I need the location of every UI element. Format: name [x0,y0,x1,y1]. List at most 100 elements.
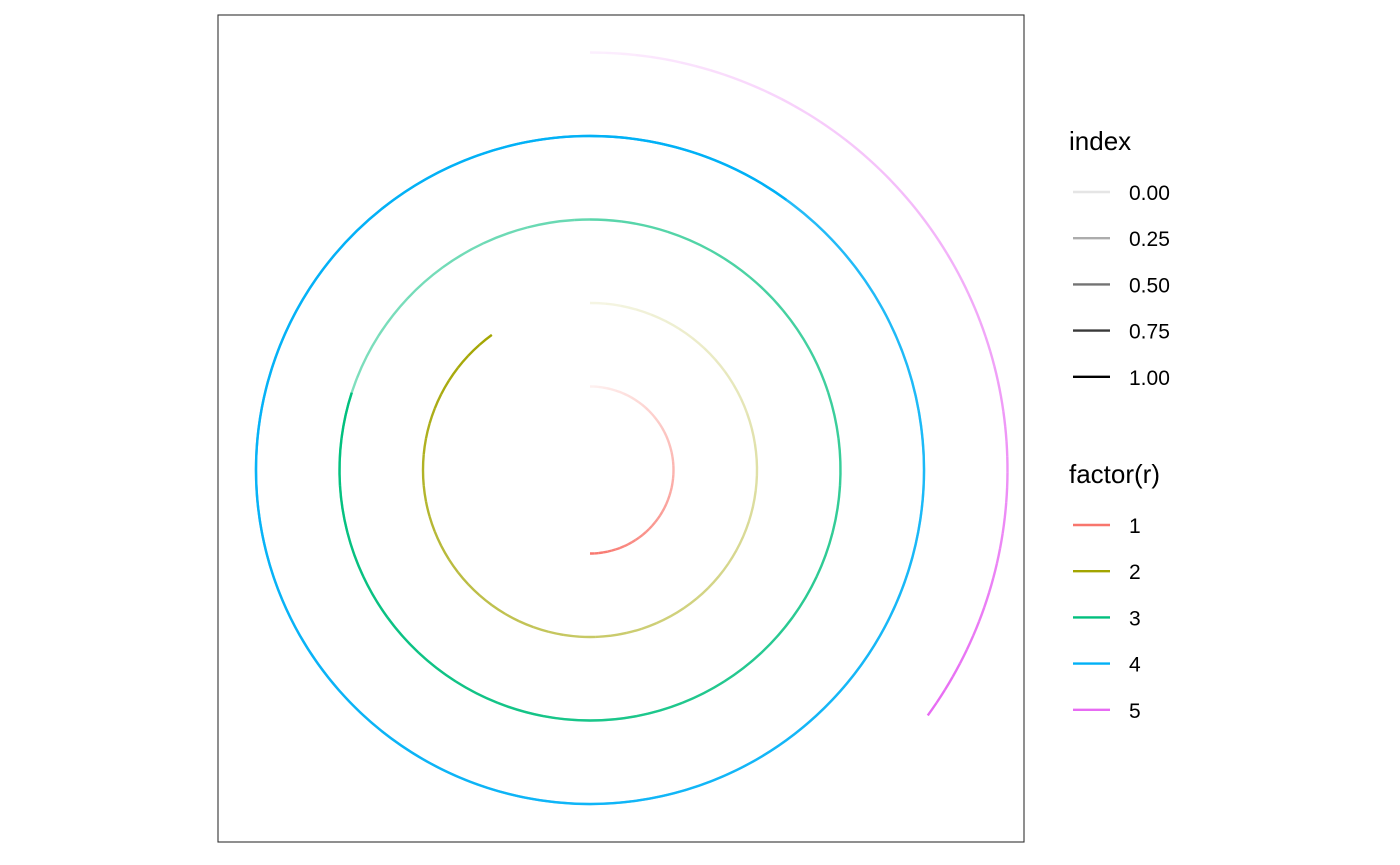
arc-5-segment [724,73,741,82]
arc-3-segment [681,680,725,705]
arc-2-segment [727,549,738,565]
arc-5-segment [890,180,903,194]
arc-4-segment [886,518,922,623]
arc-4-segment [815,223,884,310]
arc-series-4 [254,134,926,806]
arc-5-segment [868,158,882,172]
arc-5-segment [1004,426,1008,442]
arc-3-segment [791,576,818,618]
arc-5-segment [794,105,809,116]
arc-2-segment [754,475,759,492]
arc-2-segment [518,620,534,629]
arc-3-segment [815,532,834,578]
arc-1-segment [665,499,670,505]
arc-3-segment [782,309,811,350]
arc-4-segment [822,621,889,710]
arc-1-segment [651,521,656,527]
arc-1-segment [631,396,637,401]
arc-1-segment [663,431,668,437]
arc-1-segment [653,416,659,422]
arc-3-segment [621,220,668,233]
arc-2-segment [478,594,493,607]
arc-5-segment [820,121,835,132]
arc-1-segment [665,435,670,441]
arc-5-segment [920,215,932,229]
arc-5-segment [958,649,968,664]
arc-3-segment [338,485,349,533]
arc-1-segment [663,503,668,509]
arc-2-segment [491,604,506,615]
arc-5-segment [605,51,621,55]
arc-4-segment [523,796,633,806]
arc-5-segment [767,91,783,101]
arc-2-segment [447,366,459,382]
arc-1-segment [659,511,664,517]
arc-5-segment [1001,517,1006,534]
arc-2-segment [467,343,481,357]
legend-index-title: index [1069,126,1131,156]
arc-5-segment [984,336,992,352]
arc-5-segment [967,293,976,309]
arc-series-5 [589,51,1009,717]
arc-5-segment [992,562,999,579]
arc-2-segment [605,302,622,308]
arc-2-segment [735,535,745,552]
arc-5-segment [998,532,1004,549]
arc-2-segment [422,485,428,502]
arc-1-segment [659,423,664,429]
legend-factor: factor(r) 1 2 3 4 5 [1069,459,1160,723]
arc-2-segment [478,333,493,346]
arc-1-segment [656,420,662,426]
arc-5-segment [1005,441,1009,457]
legend-index-label-1: 0.25 [1129,228,1170,251]
arc-series-group [254,51,1009,806]
arc-5-segment [857,148,871,161]
arc-1-segment [668,443,672,449]
arc-3-segment [837,438,842,486]
arc-2-segment [695,587,709,600]
arc-3-segment [667,230,712,252]
arc-5-segment [879,169,893,182]
arc-5-segment [665,58,682,64]
arc-1-segment [634,536,640,542]
arc-5-segment [983,592,991,608]
arc-1-segment [598,551,604,555]
arc-5-segment [989,351,996,367]
arc-3-segment [455,680,499,705]
arc-3-segment [827,392,840,439]
arc-1-segment [627,394,633,399]
arc-2-segment [428,516,436,532]
arc-2-segment [440,545,451,561]
arc-3-segment [362,576,389,618]
arc-2-segment [440,379,451,395]
arc-4-segment [254,386,268,495]
arc-1-segment [638,401,644,407]
arc-1-segment [627,541,633,546]
arc-2-segment [665,320,681,331]
arc-4-segment [338,690,424,761]
arc-2-segment [750,428,757,445]
arc-4-segment [422,758,525,799]
arc-4-segment [689,150,788,201]
arc-1-segment [623,392,629,397]
arc-1-segment [634,398,640,404]
legend-index-label-0: 0.00 [1129,182,1170,205]
arc-3-segment [710,249,751,278]
arc-2-segment [595,634,612,639]
arc-2-segment [457,354,470,369]
arc-5-segment [1002,411,1007,427]
arc-2-segment [691,337,706,350]
arc-5-segment [635,53,652,59]
arc-1-segment [670,452,674,458]
arc-2-segment [428,408,436,424]
arc-5-segment [995,548,1002,564]
arc-5-segment [739,79,755,88]
arc-5-segment [926,702,938,717]
arc-1-segment [656,514,662,520]
legend-factor-label-2: 2 [1129,561,1141,584]
arc-2-segment [703,347,717,361]
arc-3-segment [542,714,591,722]
arc-1-segment [615,546,621,551]
arc-1-segment [666,439,671,445]
arc-3-segment [338,438,343,486]
